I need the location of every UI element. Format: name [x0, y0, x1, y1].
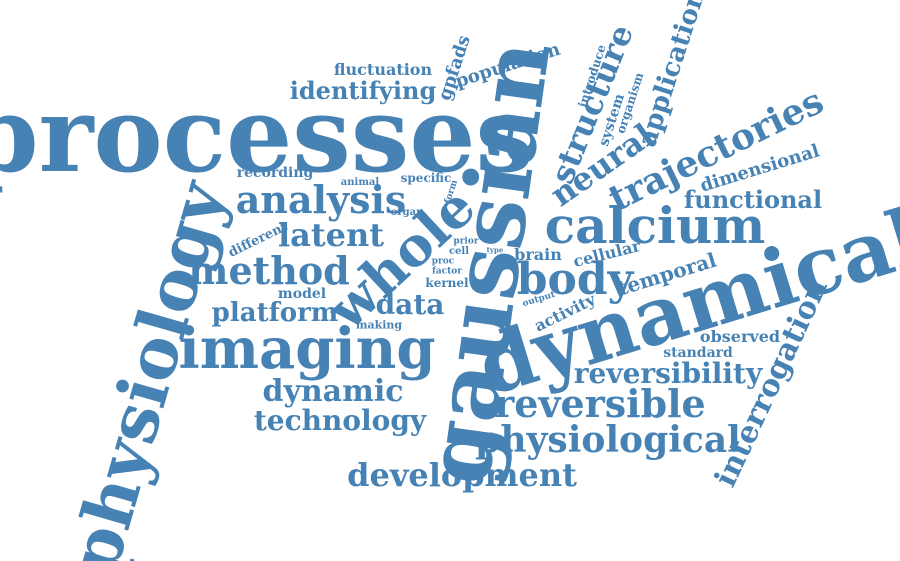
- word-body: body: [516, 254, 634, 305]
- word-reversible: reversible: [494, 381, 706, 426]
- word-method: method: [188, 248, 350, 293]
- word-dynamic: dynamic: [262, 374, 404, 409]
- word-data: data: [375, 288, 445, 321]
- word-proc: proc: [431, 256, 455, 267]
- word-model: model: [277, 286, 327, 302]
- word-specific: specific: [400, 171, 452, 185]
- word-reversibility: reversibility: [573, 357, 763, 390]
- word-cell: cell: [448, 246, 470, 257]
- word-development: development: [347, 456, 577, 494]
- word-standard: standard: [663, 345, 733, 361]
- word-latent: latent: [277, 216, 385, 254]
- word-factor: factor: [431, 266, 463, 277]
- word-making: making: [355, 318, 403, 332]
- word-functional: functional: [683, 185, 823, 214]
- word-technology: technology: [253, 404, 427, 437]
- word-physiological: physiological: [475, 419, 741, 461]
- word-brain: brain: [514, 245, 562, 264]
- word-animal: animal: [340, 177, 380, 188]
- word-type: type: [486, 245, 504, 255]
- word-calcium: calcium: [544, 196, 766, 255]
- word-observed: observed: [699, 327, 781, 346]
- word-processes: processes: [0, 73, 535, 196]
- word-imaging: imaging: [178, 316, 436, 382]
- word-organ: organ: [390, 207, 424, 218]
- word-prior: prior: [453, 236, 479, 247]
- word-analysis: analysis: [235, 177, 407, 222]
- word-kernel: kernel: [425, 276, 469, 290]
- word-fluctuation: fluctuation: [333, 60, 433, 79]
- word-platform: platform: [211, 298, 339, 328]
- word-identifying: identifying: [289, 76, 437, 105]
- word-recording: recording: [236, 165, 314, 181]
